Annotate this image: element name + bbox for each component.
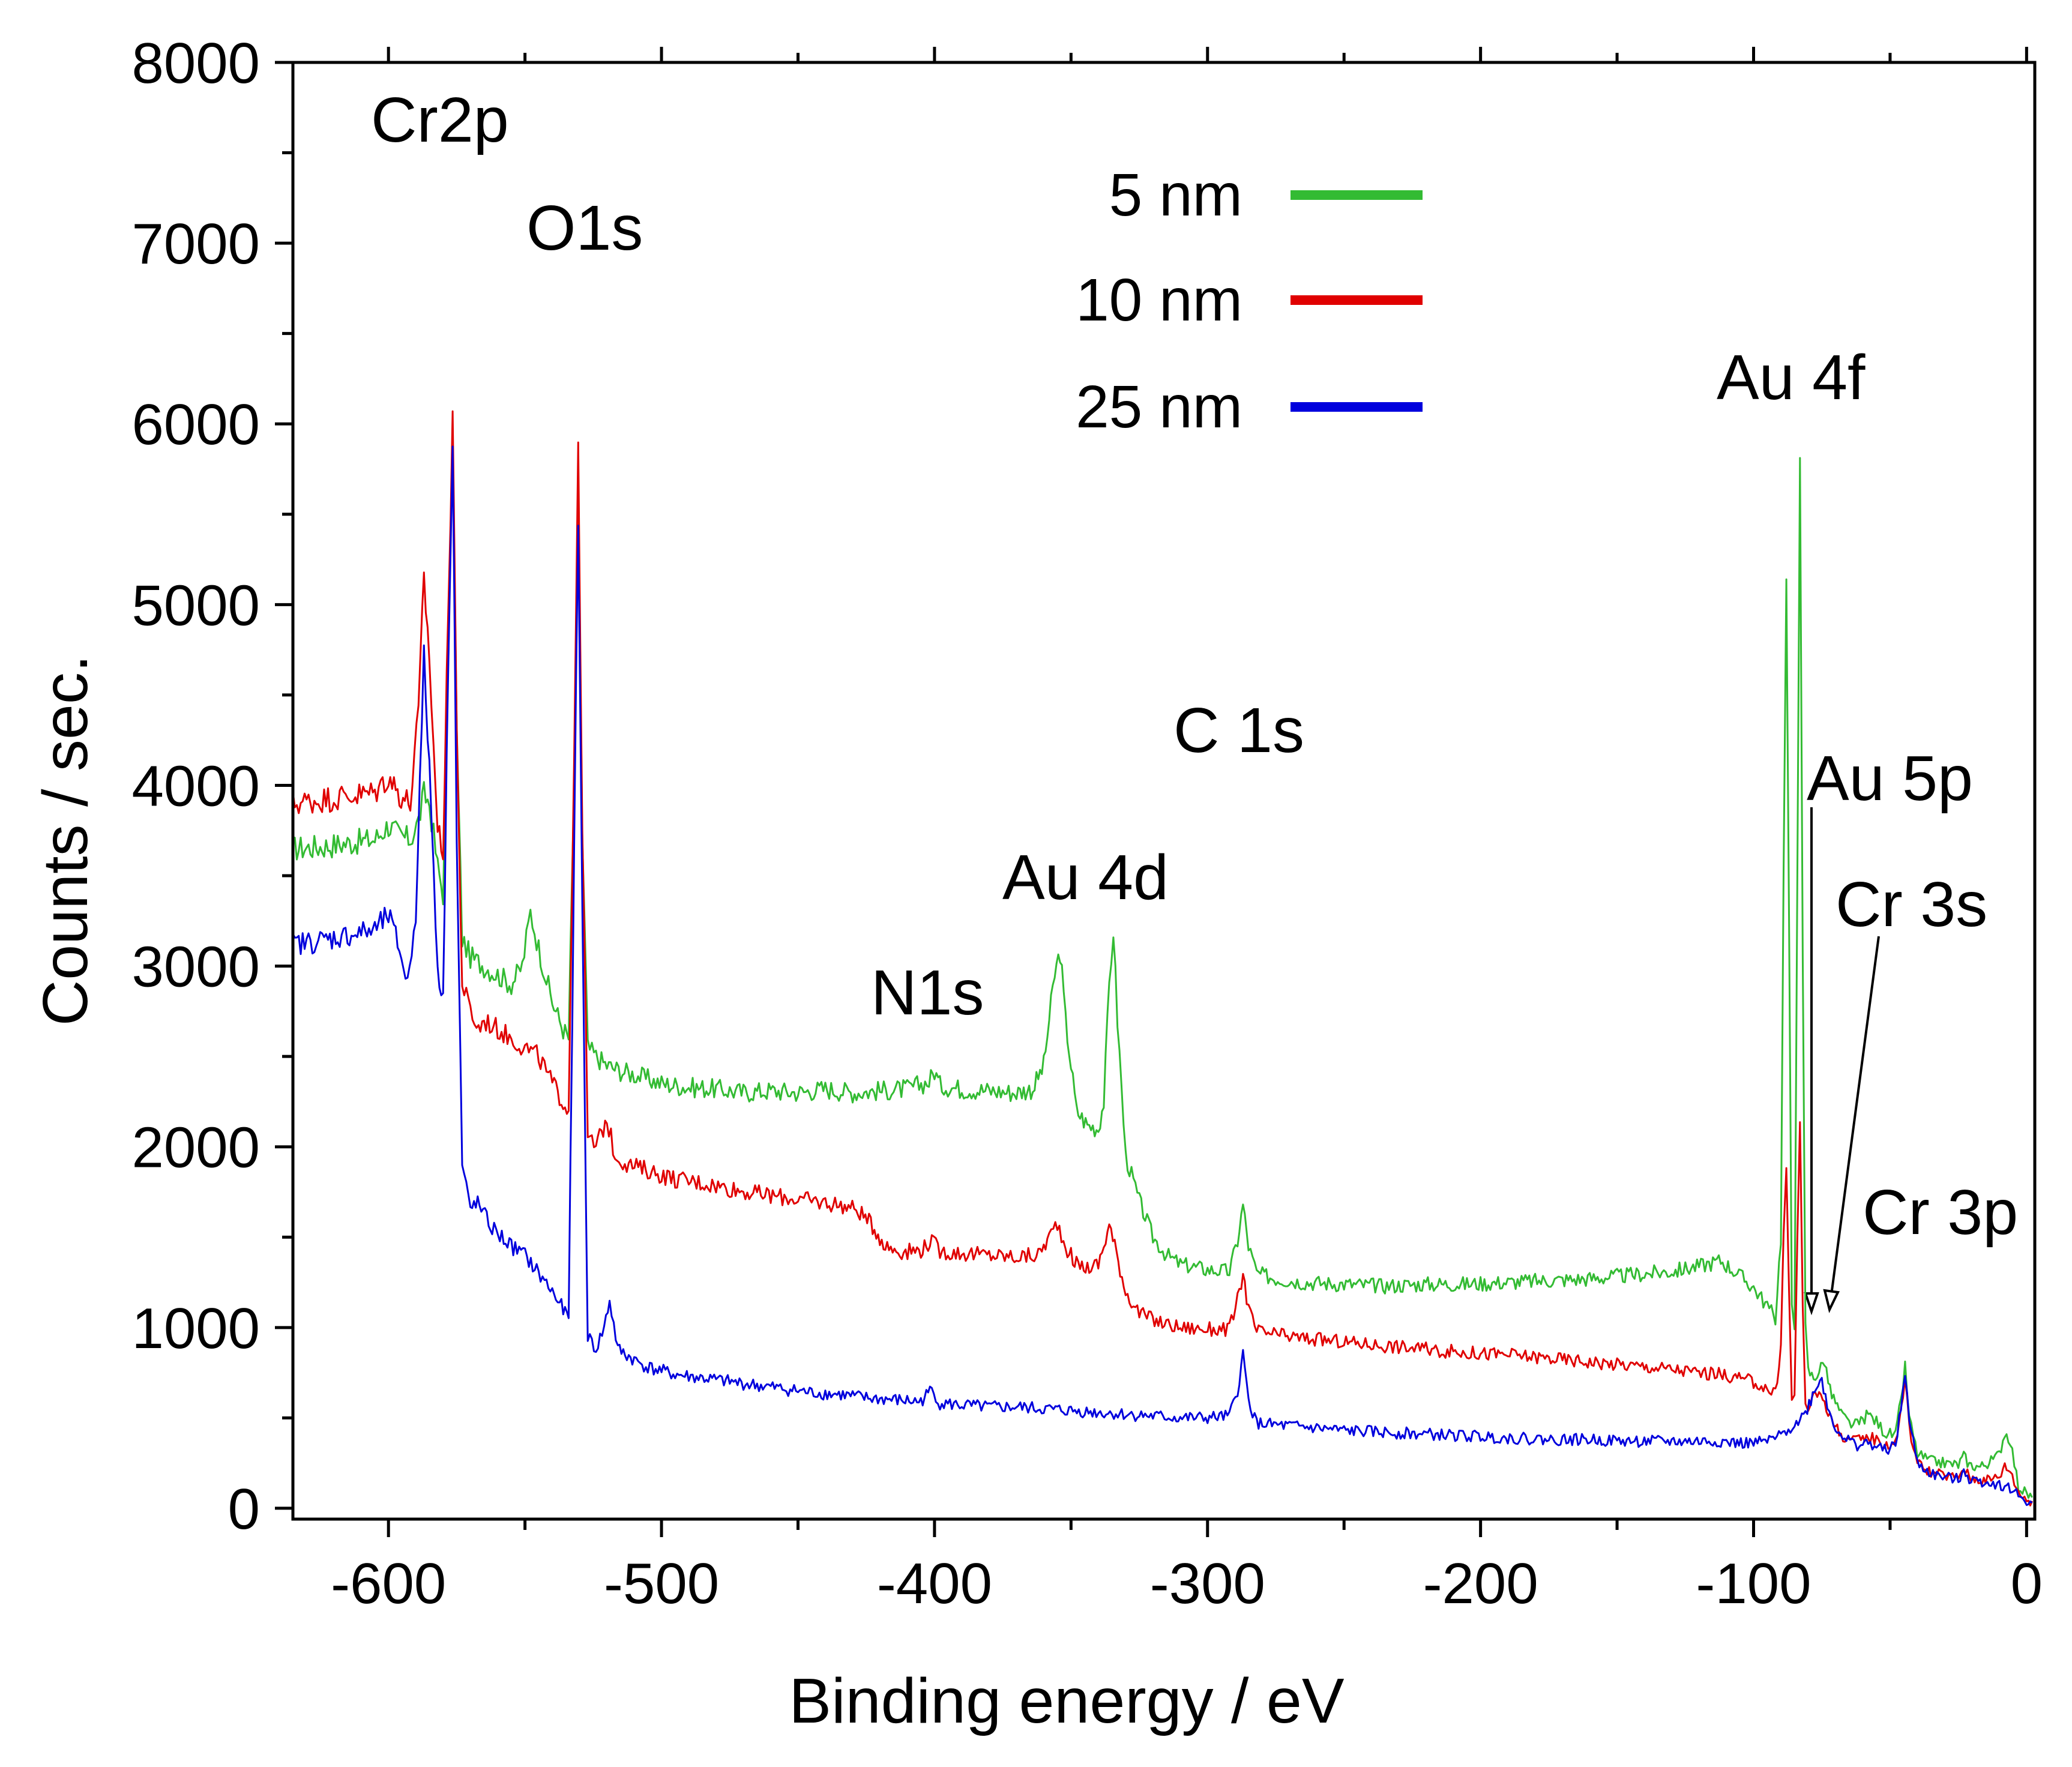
x-tick-label: -600 <box>331 1552 446 1616</box>
annotation-cr3p: Cr 3p <box>1863 1177 2018 1248</box>
annotation-pointer-au5p <box>1804 807 1819 1316</box>
annotation-au4f: Au 4f <box>1717 342 1866 413</box>
annotation-au4d: Au 4d <box>1002 842 1169 913</box>
annotation-cr3s: Cr 3s <box>1836 869 1987 940</box>
y-tick-label: 1000 <box>131 1296 260 1361</box>
series-line-10-nm <box>292 410 2033 1507</box>
legend-label-10-nm: 10 nm <box>1076 266 1242 334</box>
x-tick-label: -300 <box>1150 1552 1265 1616</box>
annotation-o1s: O1s <box>526 193 643 263</box>
annotation-au5p: Au 5p <box>1807 743 1973 814</box>
annotation-cr2p: Cr2p <box>371 85 509 155</box>
y-tick-label: 3000 <box>131 935 260 999</box>
annotation-pointer-cr3s <box>1823 936 1880 1313</box>
annotation-c1s: C 1s <box>1173 695 1304 766</box>
x-tick-label: -200 <box>1423 1552 1538 1616</box>
legend-label-5-nm: 5 nm <box>1109 161 1242 229</box>
y-tick-label: 5000 <box>131 573 260 637</box>
legend: 5 nm 10 nm 25 nm <box>1076 161 1423 441</box>
series-line-25-nm <box>292 445 2033 1507</box>
y-tick-label: 7000 <box>131 212 260 276</box>
series-group <box>292 410 2033 1507</box>
plot-area: -600 -500 -400 -300 -200 -100 0 0 1000 2000 3000 40… <box>131 31 2043 1616</box>
annotation-n1s: N1s <box>871 957 984 1028</box>
y-tick-label: 8000 <box>131 31 260 95</box>
x-tick-label: -500 <box>604 1552 719 1616</box>
plot-frame <box>291 61 2037 1521</box>
legend-label-25-nm: 25 nm <box>1076 373 1242 441</box>
y-tick-label: 0 <box>228 1477 260 1541</box>
y-tick-label: 4000 <box>131 754 260 818</box>
series-line-5-nm <box>292 455 2033 1499</box>
x-tick-label: -400 <box>877 1552 992 1616</box>
y-tick-label: 2000 <box>131 1116 260 1180</box>
y-axis-title: Counts / sec. <box>30 655 101 1026</box>
x-axis-title: Binding energy / eV <box>789 1666 1344 1736</box>
x-tick-label: -100 <box>1696 1552 1811 1616</box>
y-tick-label: 6000 <box>131 393 260 457</box>
x-tick-label: 0 <box>2011 1552 2043 1616</box>
